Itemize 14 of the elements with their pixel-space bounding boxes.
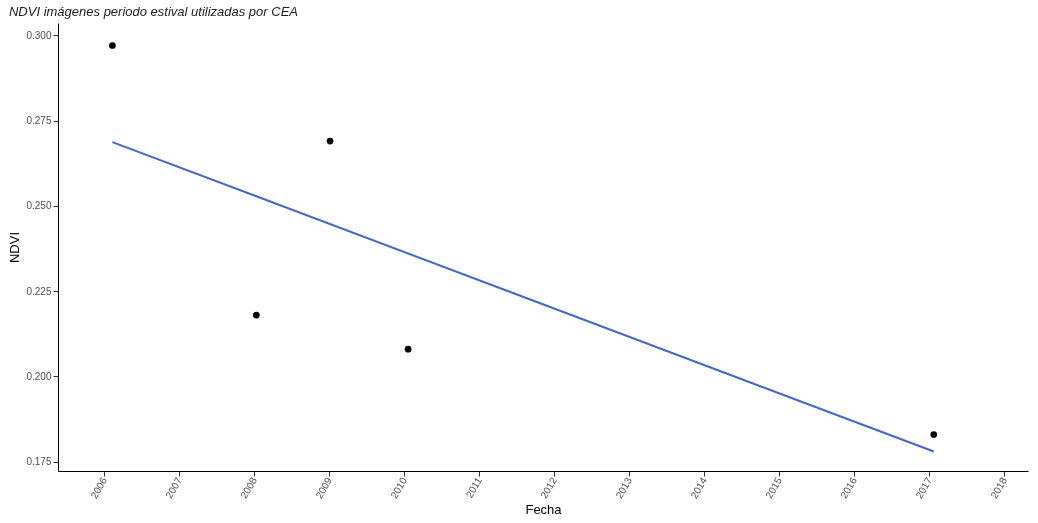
point — [326, 137, 334, 145]
point — [253, 311, 260, 319]
y-tick-label: 0.200 — [26, 370, 52, 382]
point — [109, 42, 116, 49]
y-tick-label: 0.300 — [26, 29, 52, 41]
chart-title: NDVI imágenes periodo estival utilizadas por CEA — [8, 4, 299, 19]
y-tick-label: 0.225 — [26, 285, 52, 297]
point — [930, 431, 938, 438]
y-tick-label: 0.175 — [26, 456, 52, 468]
y-axis-title: NDVI — [7, 231, 23, 264]
x-axis-title: Fecha — [525, 502, 563, 518]
y-tick-label: 0.250 — [26, 200, 52, 212]
y-tick-label: 0.275 — [26, 115, 52, 127]
point — [404, 345, 412, 353]
